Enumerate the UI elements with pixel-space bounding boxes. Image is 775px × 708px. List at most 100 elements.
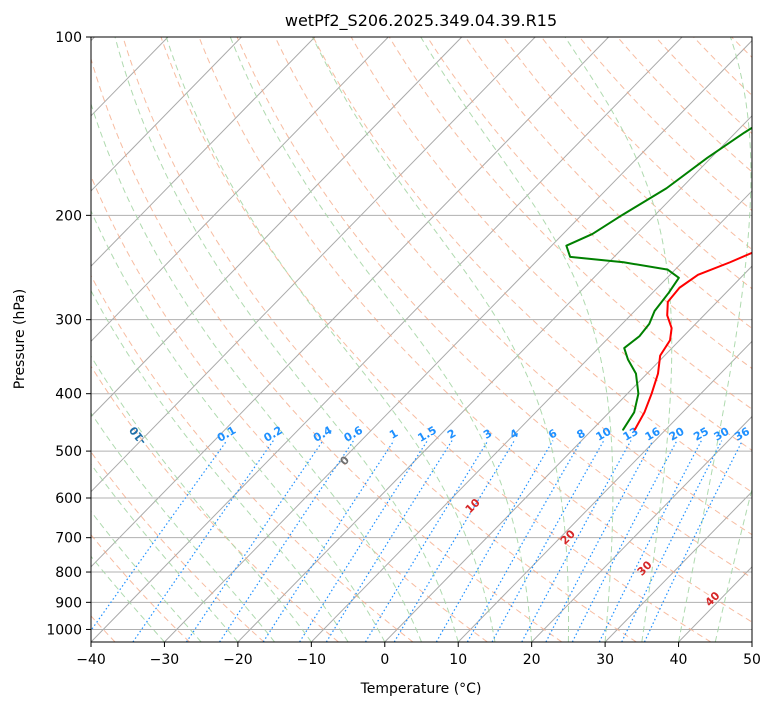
mixing-ratio-label: 3 (481, 427, 494, 442)
y-tick-label: 900 (55, 595, 82, 611)
mixing-ratio-label: 36 (732, 425, 752, 444)
plot-area: -100-90-80-70-60-50-40-30-20-100.10.20.4… (91, 37, 775, 642)
moist-adiabat-line (91, 102, 422, 642)
isotherm-line (91, 37, 683, 642)
mixing-ratio-line (132, 440, 274, 642)
x-tick-label: 40 (670, 652, 688, 668)
dry-adiabat-line (236, 37, 752, 579)
dewpoint-profile-line (565, 126, 752, 431)
chart-title: wetPf2_S206.2025.349.04.39.R15 (285, 11, 557, 31)
x-tick-label: 10 (449, 652, 467, 668)
y-tick-label: 500 (55, 444, 82, 460)
x-tick-label: −30 (150, 652, 180, 668)
dry-adiabats (91, 37, 775, 642)
mixing-ratio-label: 0.2 (261, 424, 284, 445)
y-tick-label: 400 (55, 387, 82, 403)
dry-adiabat-line (693, 37, 752, 97)
dry-adiabat-line (91, 175, 488, 642)
temperature-profile-line (633, 251, 752, 431)
isotherm-line (604, 490, 752, 642)
isotherm-line (91, 37, 242, 192)
mixing-ratio-label: 0.6 (342, 423, 366, 444)
dry-adiabat-line (274, 37, 752, 536)
moist-adiabat-line (91, 412, 276, 642)
mixing-ratio-label: 2 (445, 427, 458, 442)
mixing-ratio-line (262, 440, 395, 642)
plot-frame (90, 36, 753, 643)
x-tick-label: 0 (380, 652, 389, 668)
dry-adiabat-line (731, 37, 752, 59)
isotherm-line (751, 641, 752, 642)
y-tick-label: 300 (55, 313, 82, 329)
dry-adiabat-line (350, 37, 752, 451)
isotherm-line (384, 265, 752, 642)
mixing-ratio-label: 20 (667, 425, 687, 444)
dry-adiabat-line (122, 37, 637, 642)
dry-adiabat-line (91, 533, 190, 642)
dry-adiabat-line (312, 37, 752, 493)
mixing-ratio-line (299, 440, 428, 642)
isotherm-line (457, 340, 752, 642)
mixing-ratio-label: 8 (574, 427, 587, 442)
isotherm-line (164, 39, 752, 642)
moist-adiabat-label: 30 (635, 558, 655, 578)
isotherm-line (91, 37, 536, 493)
dry-adiabat-line (198, 37, 752, 623)
mixing-ratio-line (325, 440, 453, 642)
mixing-ratio-line (598, 440, 702, 642)
mixing-ratio-line (393, 440, 515, 642)
isotherm-line (310, 190, 752, 642)
dry-adiabat-line (388, 37, 752, 410)
moist-adiabat-label: 0 (337, 453, 352, 468)
mixing-ratio-lines (91, 440, 743, 642)
moist-adiabat-line (91, 510, 202, 642)
mixing-ratio-label: 25 (691, 425, 711, 444)
x-tick-label: −20 (223, 652, 253, 668)
moist-adiabat-line (91, 209, 386, 642)
y-tick-label: 600 (55, 491, 82, 507)
x-tick-label: 50 (743, 652, 761, 668)
mixing-ratio-line (364, 440, 489, 642)
dry-adiabat-line (464, 37, 752, 329)
mixing-ratio-label: 0.4 (311, 423, 335, 444)
mixing-ratio-line (571, 440, 678, 642)
mixing-ratio-line (466, 440, 582, 642)
isotherms (91, 37, 752, 642)
dry-adiabat-line (91, 451, 265, 642)
dry-adiabat-line (655, 37, 752, 135)
dry-adiabat-line (541, 37, 752, 251)
isotherm-line (91, 37, 463, 418)
mixing-ratio-line (621, 440, 723, 642)
x-tick-label: 30 (596, 652, 614, 668)
x-tick-label: −10 (297, 652, 327, 668)
moist-adiabat-line (564, 37, 673, 642)
moist-adiabat-line (312, 37, 570, 642)
x-tick-label: 20 (523, 652, 541, 668)
mixing-ratio-line (185, 440, 324, 642)
y-axis-label: Pressure (hPa) (12, 289, 28, 389)
moist-adiabat-line (165, 37, 496, 642)
mixing-ratio-line (219, 440, 355, 642)
moist-adiabats (91, 37, 752, 642)
dry-adiabat-label: -10 (127, 423, 150, 447)
y-tick-label: 800 (55, 565, 82, 581)
moist-adiabat-label: 40 (703, 589, 723, 609)
mixing-ratio-label: 1 (387, 427, 400, 442)
isotherm-line (237, 115, 752, 642)
isotherm-line (678, 566, 752, 642)
moist-adiabat-line (91, 289, 349, 642)
dry-adiabat-line (91, 274, 414, 642)
dry-adiabat-line (91, 57, 563, 642)
y-tick-label: 1000 (46, 622, 82, 638)
y-tick-label: 200 (55, 208, 82, 224)
moist-adiabat-line (114, 37, 459, 642)
x-axis-ticks: −40 −30 −20 −10 0 10 20 30 40 50 (76, 642, 761, 668)
dry-adiabat-line (770, 37, 775, 642)
x-tick-label: −40 (76, 652, 106, 668)
isotherm-line (91, 37, 389, 343)
dry-adiabat-line (426, 37, 752, 370)
moist-adiabat-line (714, 487, 752, 642)
sounding-profiles (565, 126, 752, 431)
isotherm-line (531, 415, 752, 642)
mixing-ratio-line (491, 440, 605, 642)
